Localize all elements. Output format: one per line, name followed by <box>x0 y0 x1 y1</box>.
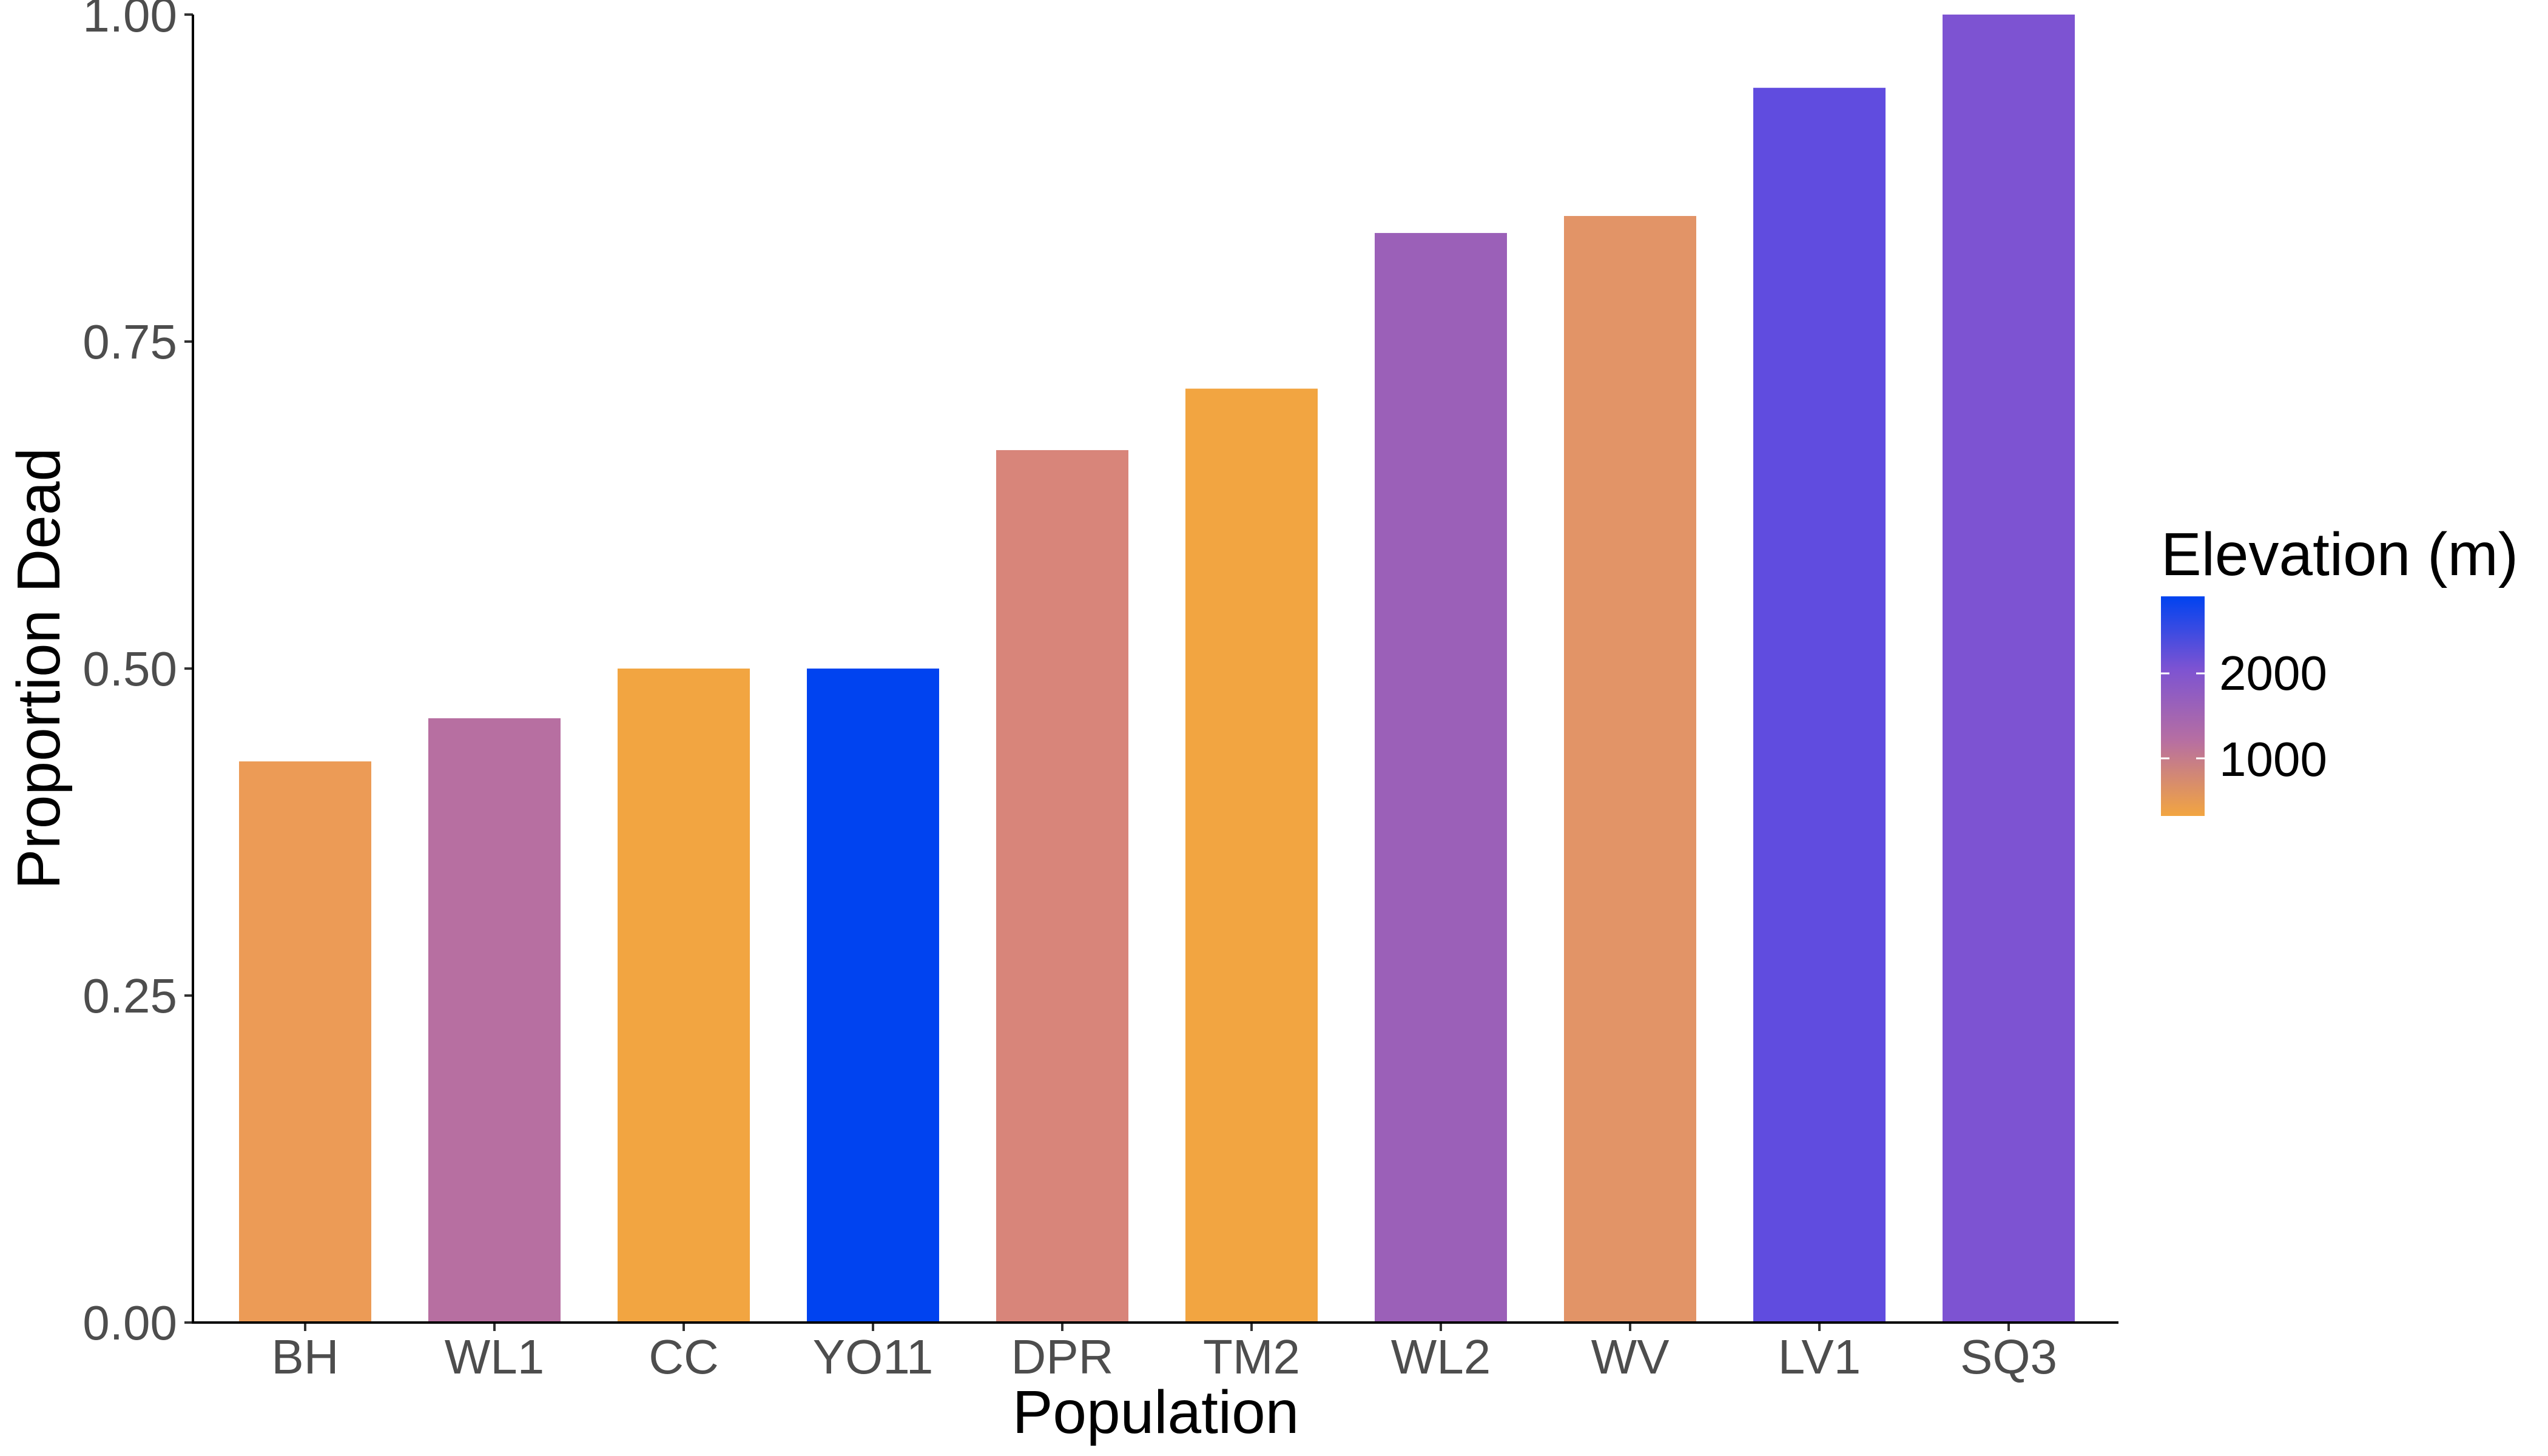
y-tick-label-0-50: 0.50 <box>83 642 177 696</box>
y-tick-label-1-00: 1.00 <box>83 0 177 42</box>
x-tick-label-tm2: TM2 <box>1203 1330 1300 1384</box>
bar-cc <box>618 669 750 1323</box>
y-axis-title: Proportion Dead <box>5 448 73 889</box>
x-tick-label-dpr: DPR <box>1011 1330 1114 1384</box>
legend-label-2000: 2000 <box>2219 646 2327 700</box>
legend-ticks <box>2161 672 2205 760</box>
y-tick-label-0-00: 0.00 <box>83 1296 177 1350</box>
x-tick-label-bh: BH <box>271 1330 339 1384</box>
x-tick-label-wl1: WL1 <box>445 1330 545 1384</box>
y-tick-label-0-25: 0.25 <box>83 969 177 1023</box>
bar-wl1 <box>428 718 561 1323</box>
bar-sq3 <box>1943 15 2075 1323</box>
x-tick-label-yo11: YO11 <box>813 1330 934 1384</box>
x-tick-label-cc: CC <box>649 1330 719 1384</box>
legend: Elevation (m) 2000 1000 <box>2161 521 2518 816</box>
legend-title: Elevation (m) <box>2161 521 2518 588</box>
y-tick-labels: 0.00 0.25 0.50 0.75 1.00 <box>83 0 193 1350</box>
bar-dpr <box>996 450 1128 1323</box>
x-tick-label-sq3: SQ3 <box>1960 1330 2057 1384</box>
bars-group <box>239 15 2075 1323</box>
x-tick-label-wl2: WL2 <box>1391 1330 1491 1384</box>
bar-wl2 <box>1375 233 1507 1323</box>
x-axis-title: Population <box>1013 1378 1299 1446</box>
x-tick-labels: BH WL1 CC YO11 DPR TM2 WL2 WV LV1 SQ3 <box>271 1323 2057 1384</box>
bar-wv <box>1564 216 1696 1323</box>
x-tick-label-wv: WV <box>1591 1330 1670 1384</box>
bar-lv1 <box>1753 87 1886 1323</box>
x-tick-label-lv1: LV1 <box>1778 1330 1861 1384</box>
legend-label-1000: 1000 <box>2219 732 2327 786</box>
bar-tm2 <box>1185 388 1318 1323</box>
legend-colorbar <box>2161 596 2205 816</box>
bar-yo11 <box>807 669 939 1323</box>
bar-bh <box>239 761 371 1323</box>
y-tick-label-0-75: 0.75 <box>83 315 177 369</box>
